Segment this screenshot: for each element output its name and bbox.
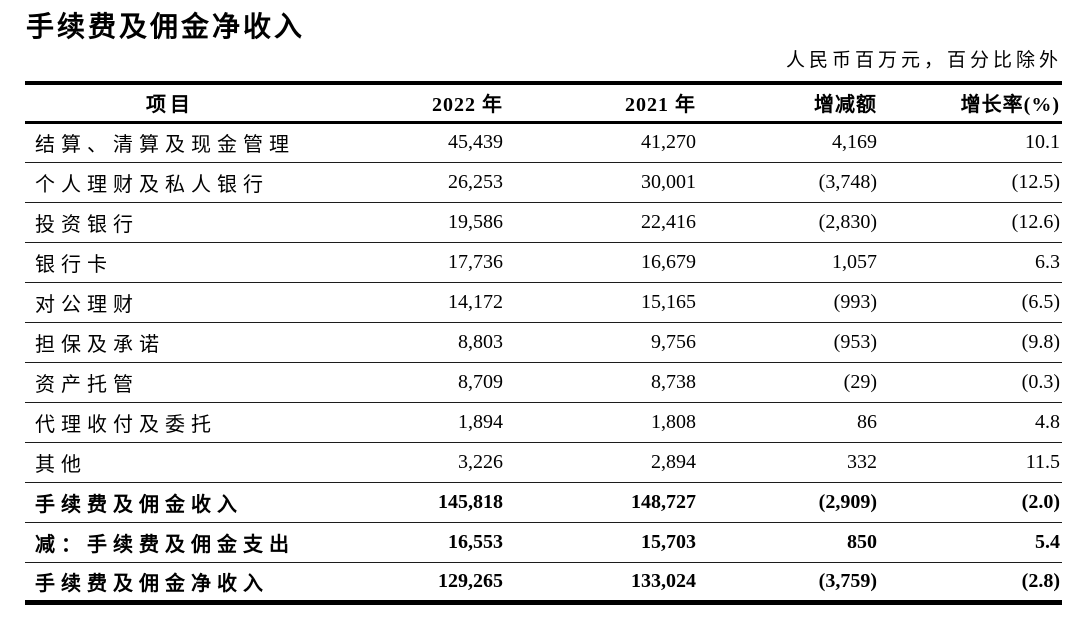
cell-growth-rate: 4.8 xyxy=(1035,410,1060,433)
cell-2021: 148,727 xyxy=(631,490,696,513)
table-row: 投资银行 19,586 22,416 (2,830) (12.6) xyxy=(25,202,1062,242)
row-label: 其他 xyxy=(35,453,87,476)
cell-2021: 16,679 xyxy=(641,250,696,273)
table-row: 对公理财 14,172 15,165 (993) (6.5) xyxy=(25,282,1062,322)
cell-growth-rate: 10.1 xyxy=(1025,131,1060,153)
table-header: 项目 2022 年 2021 年 增减额 增长率(%) xyxy=(25,83,1062,122)
cell-change: (953) xyxy=(833,330,877,353)
table-row: 手续费及佣金净收入 129,265 133,024 (3,759) (2.8) xyxy=(25,562,1062,602)
cell-change: (2,830) xyxy=(818,210,877,233)
cell-2021: 133,024 xyxy=(631,569,696,592)
row-label: 代理收付及委托 xyxy=(35,413,217,436)
cell-2021: 9,756 xyxy=(651,330,696,353)
cell-2021: 41,270 xyxy=(641,131,696,153)
table-row: 结算、清算及现金管理 45,439 41,270 4,169 10.1 xyxy=(25,122,1062,162)
cell-change: 86 xyxy=(857,410,877,433)
table-row: 银行卡 17,736 16,679 1,057 6.3 xyxy=(25,242,1062,282)
cell-2022: 17,736 xyxy=(448,250,503,273)
table-row: 减：手续费及佣金支出 16,553 15,703 850 5.4 xyxy=(25,522,1062,562)
table-row: 担保及承诺 8,803 9,756 (953) (9.8) xyxy=(25,322,1062,362)
cell-growth-rate: (2.0) xyxy=(1021,490,1060,513)
cell-2022: 8,803 xyxy=(458,330,503,353)
cell-growth-rate: (12.6) xyxy=(1011,210,1060,233)
row-label: 手续费及佣金净收入 xyxy=(35,572,269,595)
cell-growth-rate: (2.8) xyxy=(1021,569,1060,592)
row-label: 投资银行 xyxy=(35,213,139,236)
cell-2022: 14,172 xyxy=(448,290,503,313)
cell-change: 850 xyxy=(847,530,877,553)
row-label: 资产托管 xyxy=(35,373,139,396)
cell-2021: 15,165 xyxy=(641,290,696,313)
table-row: 其他 3,226 2,894 332 11.5 xyxy=(25,442,1062,482)
cell-growth-rate: 5.4 xyxy=(1035,530,1060,553)
cell-growth-rate: (6.5) xyxy=(1021,290,1060,313)
row-label: 担保及承诺 xyxy=(35,333,165,356)
header-row: 项目 2022 年 2021 年 增减额 增长率(%) xyxy=(25,83,1062,122)
row-label: 银行卡 xyxy=(35,253,113,276)
cell-change: (2,909) xyxy=(818,490,877,513)
table-row: 手续费及佣金收入 145,818 148,727 (2,909) (2.0) xyxy=(25,482,1062,522)
cell-growth-rate: (0.3) xyxy=(1021,370,1060,393)
cell-2022: 1,894 xyxy=(458,410,503,433)
table-row: 资产托管 8,709 8,738 (29) (0.3) xyxy=(25,362,1062,402)
row-label: 对公理财 xyxy=(35,293,139,316)
cell-2021: 22,416 xyxy=(641,210,696,233)
cell-growth-rate: (9.8) xyxy=(1021,330,1060,353)
cell-growth-rate: 11.5 xyxy=(1025,450,1060,473)
column-header-change: 增减额 xyxy=(814,94,877,117)
cell-2021: 8,738 xyxy=(651,370,696,393)
cell-change: (3,748) xyxy=(818,170,877,193)
cell-change: 4,169 xyxy=(832,131,877,153)
row-label: 结算、清算及现金管理 xyxy=(35,134,295,156)
fee-commission-table: 项目 2022 年 2021 年 增减额 增长率(%) 结算、清算及现金管理 45… xyxy=(25,81,1062,605)
table-row: 个人理财及私人银行 26,253 30,001 (3,748) (12.5) xyxy=(25,162,1062,202)
cell-2021: 2,894 xyxy=(651,450,696,473)
cell-2022: 3,226 xyxy=(458,450,503,473)
row-label: 减：手续费及佣金支出 xyxy=(35,533,295,556)
table-row: 代理收付及委托 1,894 1,808 86 4.8 xyxy=(25,402,1062,442)
cell-2022: 16,553 xyxy=(448,530,503,553)
cell-2022: 145,818 xyxy=(438,490,503,513)
cell-change: 332 xyxy=(847,450,877,473)
cell-change: (3,759) xyxy=(818,569,877,592)
column-header-2022: 2022 年 xyxy=(432,94,503,117)
cell-2022: 45,439 xyxy=(448,131,503,153)
cell-2021: 15,703 xyxy=(641,530,696,553)
page-title: 手续费及佣金净收入 xyxy=(26,11,306,42)
cell-change: 1,057 xyxy=(832,250,877,273)
cell-2022: 26,253 xyxy=(448,170,503,193)
row-label: 个人理财及私人银行 xyxy=(35,173,269,196)
column-header-item: 项目 xyxy=(146,94,194,117)
cell-change: (993) xyxy=(833,290,877,313)
cell-2021: 1,808 xyxy=(651,410,696,433)
cell-2022: 19,586 xyxy=(448,210,503,233)
unit-note: 人民币百万元，百分比除外 xyxy=(785,50,1062,71)
cell-growth-rate: 6.3 xyxy=(1035,250,1060,273)
row-label: 手续费及佣金收入 xyxy=(35,493,243,516)
column-header-2021: 2021 年 xyxy=(625,94,696,117)
column-header-growth-rate: 增长率(%) xyxy=(960,94,1060,117)
cell-change: (29) xyxy=(843,370,877,393)
table-body: 结算、清算及现金管理 45,439 41,270 4,169 10.1 个人理财及私人银行… xyxy=(25,122,1062,602)
cell-2022: 8,709 xyxy=(458,370,503,393)
cell-2021: 30,001 xyxy=(641,170,696,193)
cell-2022: 129,265 xyxy=(438,569,503,592)
cell-growth-rate: (12.5) xyxy=(1011,170,1060,193)
